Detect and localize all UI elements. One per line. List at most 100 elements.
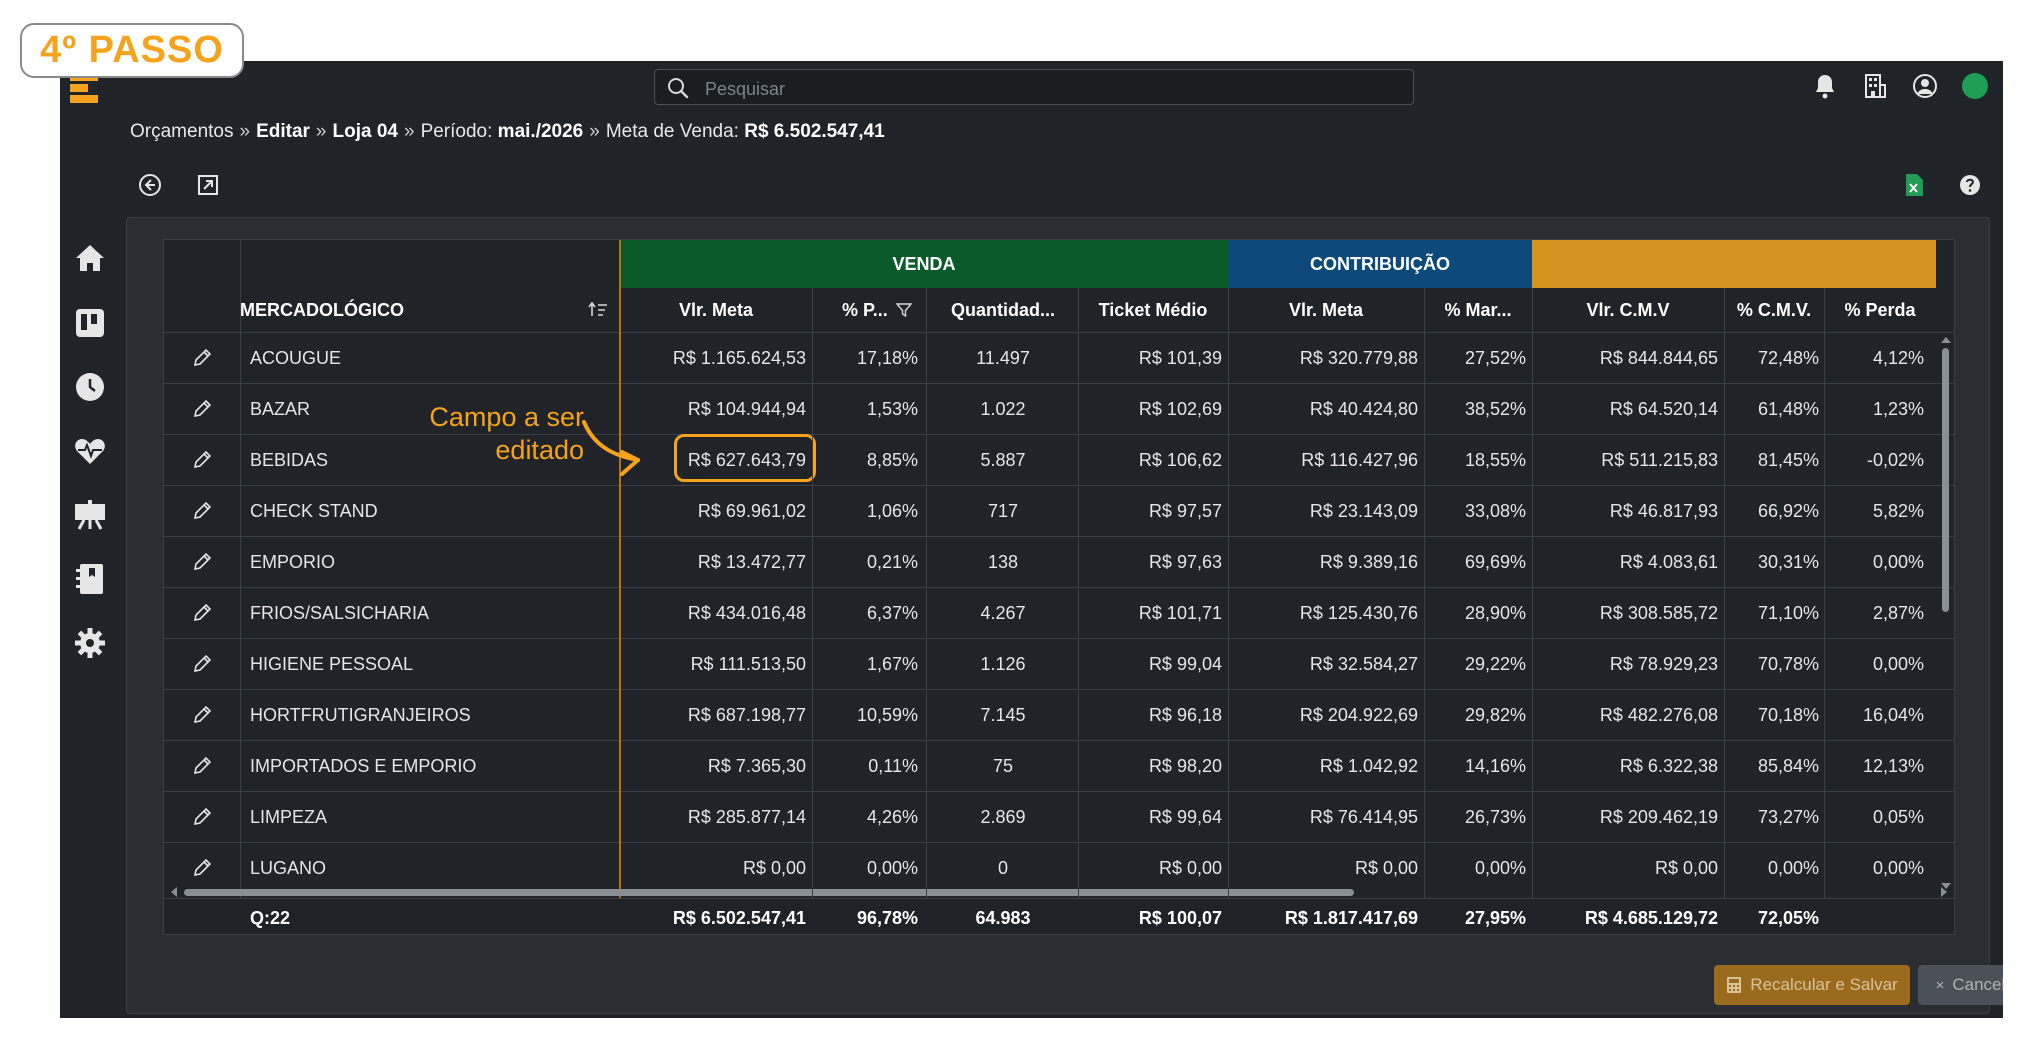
table-row[interactable]: HIGIENE PESSOAL R$ 111.513,50 1,67% 1.126 R$… xyxy=(164,638,1954,689)
table-row[interactable]: BAZAR R$ 104.944,94 1,53% 1.022 R$ 102,69 R$ … xyxy=(164,383,1954,434)
header-pct-cmv[interactable]: % C.M.V. xyxy=(1736,299,1812,320)
breadcrumb-goal-value: R$ 6.502.547,41 xyxy=(744,121,885,142)
cell-contrib-vlr-meta: R$ 320.779,88 xyxy=(1299,347,1418,368)
total-quantidade: 64.983 xyxy=(975,907,1031,928)
cell-quantidade: 138 xyxy=(987,551,1019,572)
user-avatar-icon[interactable] xyxy=(1911,72,1939,100)
horizontal-scroll-thumb[interactable] xyxy=(184,889,1354,896)
cell-vlr-meta[interactable]: R$ 434.016,48 xyxy=(687,602,806,623)
cell-mercadologico: HORTFRUTIGRANJEIROS xyxy=(250,704,471,725)
building-icon[interactable] xyxy=(1861,72,1889,100)
sort-icon[interactable] xyxy=(588,300,608,320)
cell-mercadologico: IMPORTADOS E EMPORIO xyxy=(250,755,477,776)
excel-export-icon[interactable] xyxy=(1900,171,1928,199)
cell-vlr-cmv: R$ 511.215,83 xyxy=(1601,449,1718,470)
cancel-button[interactable]: × Cancelar xyxy=(1918,965,2003,1005)
header-quantidade[interactable]: Quantidad... xyxy=(950,299,1055,320)
cell-quantidade: 1.126 xyxy=(980,653,1026,674)
top-icons xyxy=(1811,72,1989,100)
calculator-icon xyxy=(1727,977,1742,993)
edit-pencil-icon[interactable] xyxy=(164,639,240,689)
search-icon xyxy=(667,77,689,99)
cell-vlr-cmv: R$ 4.083,61 xyxy=(1619,551,1718,572)
settings-gear-icon[interactable] xyxy=(69,622,111,664)
edit-pencil-icon[interactable] xyxy=(164,486,240,536)
notebook-icon[interactable] xyxy=(69,558,111,600)
cell-vlr-meta[interactable]: R$ 0,00 xyxy=(742,857,806,878)
cell-vlr-meta[interactable]: R$ 1.165.624,53 xyxy=(672,347,806,368)
open-external-icon[interactable] xyxy=(194,171,222,199)
step-badge: 4º PASSO xyxy=(20,23,244,78)
online-status-dot xyxy=(1962,73,1988,99)
vertical-scroll-thumb[interactable] xyxy=(1942,348,1949,612)
cell-vlr-meta[interactable]: R$ 111.513,50 xyxy=(690,653,806,674)
sidebar xyxy=(60,115,120,1018)
table-row[interactable]: ACOUGUE R$ 1.165.624,53 17,18% 11.497 R$ 101… xyxy=(164,332,1954,383)
table-row[interactable]: LUGANO R$ 0,00 0,00% 0 R$ 0,00 R$ 0,00 0,00% R$… xyxy=(164,842,1954,893)
recalculate-save-button[interactable]: Recalcular e Salvar xyxy=(1714,965,1910,1005)
heart-pulse-icon[interactable] xyxy=(69,430,111,472)
edit-pencil-icon[interactable] xyxy=(164,435,240,485)
header-vlr-meta[interactable]: Vlr. Meta xyxy=(678,299,754,320)
cell-vlr-meta[interactable]: R$ 13.472,77 xyxy=(697,551,806,572)
app-logo[interactable] xyxy=(70,75,98,103)
header-contrib-vlr-meta[interactable]: Vlr. Meta xyxy=(1288,299,1364,320)
cell-contrib-vlr-meta: R$ 116.427,96 xyxy=(1301,449,1418,470)
cell-contrib-vlr-meta: R$ 204.922,69 xyxy=(1299,704,1418,725)
help-icon[interactable] xyxy=(1956,171,1984,199)
table-row[interactable]: CHECK STAND R$ 69.961,02 1,06% 717 R$ 97,57 R… xyxy=(164,485,1954,536)
edit-pencil-icon[interactable] xyxy=(164,792,240,842)
table-row[interactable]: LIMPEZA R$ 285.877,14 4,26% 2.869 R$ 99,64 R$… xyxy=(164,791,1954,842)
cell-ticket-medio: R$ 0,00 xyxy=(1158,857,1222,878)
back-arrow-icon[interactable] xyxy=(136,171,164,199)
search-box[interactable]: Pesquisar xyxy=(654,69,1414,105)
edit-field-highlight xyxy=(674,434,816,482)
cell-vlr-meta[interactable]: R$ 687.198,77 xyxy=(687,704,806,725)
edit-pencil-icon[interactable] xyxy=(164,537,240,587)
cell-vlr-meta[interactable]: R$ 69.961,02 xyxy=(697,500,806,521)
total-vlr-meta: R$ 6.502.547,41 xyxy=(672,907,806,928)
table-row[interactable]: EMPORIO R$ 13.472,77 0,21% 138 R$ 97,63 R$ 9.… xyxy=(164,536,1954,587)
vertical-scrollbar[interactable] xyxy=(1940,336,1952,892)
cell-pct-perda: -0,02% xyxy=(1866,449,1924,470)
header-ticket-medio[interactable]: Ticket Médio xyxy=(1098,299,1208,320)
table-row[interactable]: HORTFRUTIGRANJEIROS R$ 687.198,77 10,59% 7.… xyxy=(164,689,1954,740)
total-pct-participacao: 96,78% xyxy=(856,907,918,928)
edit-pencil-icon[interactable] xyxy=(164,333,240,383)
cell-vlr-cmv: R$ 482.276,08 xyxy=(1599,704,1718,725)
header-pct-participacao[interactable]: % P... xyxy=(814,288,926,332)
total-ticket-medio: R$ 100,07 xyxy=(1138,907,1222,928)
table-row[interactable]: BEBIDAS R$ 627.643,79 8,85% 5.887 R$ 106,62 R… xyxy=(164,434,1954,485)
table-row[interactable]: FRIOS/SALSICHARIA R$ 434.016,48 6,37% 4.267… xyxy=(164,587,1954,638)
cell-vlr-meta[interactable]: R$ 285.877,14 xyxy=(687,806,806,827)
header-mercadologico[interactable]: MERCADOLÓGICO xyxy=(240,299,404,320)
home-icon[interactable] xyxy=(69,237,111,279)
cell-vlr-meta[interactable]: R$ 627.643,79 xyxy=(687,449,806,470)
clock-icon[interactable] xyxy=(69,366,111,408)
breadcrumb-period-label: Período: xyxy=(420,121,493,142)
breadcrumb-orcamentos[interactable]: Orçamentos xyxy=(130,121,234,142)
horizontal-scrollbar[interactable] xyxy=(171,886,1948,898)
edit-pencil-icon[interactable] xyxy=(164,741,240,791)
edit-pencil-icon[interactable] xyxy=(164,843,240,893)
breadcrumb-loja: Loja 04 xyxy=(332,121,398,142)
cell-quantidade: 0 xyxy=(997,857,1008,878)
edit-pencil-icon[interactable] xyxy=(164,384,240,434)
edit-pencil-icon[interactable] xyxy=(164,690,240,740)
cell-pct-perda: 0,00% xyxy=(1872,857,1924,878)
search-placeholder[interactable]: Pesquisar xyxy=(705,79,786,99)
presentation-icon[interactable] xyxy=(69,494,111,536)
table-row[interactable]: IMPORTADOS E EMPORIO R$ 7.365,30 0,11% 75 R$… xyxy=(164,740,1954,791)
cell-pct-perda: 0,00% xyxy=(1872,551,1924,572)
cell-ticket-medio: R$ 102,69 xyxy=(1138,398,1222,419)
edit-pencil-icon[interactable] xyxy=(164,588,240,638)
cell-vlr-meta[interactable]: R$ 7.365,30 xyxy=(707,755,806,776)
header-pct-margem[interactable]: % Mar... xyxy=(1444,299,1512,320)
bell-icon[interactable] xyxy=(1811,72,1839,100)
header-pct-perda[interactable]: % Perda xyxy=(1844,299,1916,320)
annotation-arrow-icon xyxy=(582,420,640,476)
header-vlr-cmv[interactable]: Vlr. C.M.V xyxy=(1586,299,1670,320)
filter-icon[interactable] xyxy=(895,302,912,318)
kanban-board-icon[interactable] xyxy=(69,302,111,344)
cell-vlr-meta[interactable]: R$ 104.944,94 xyxy=(687,398,806,419)
